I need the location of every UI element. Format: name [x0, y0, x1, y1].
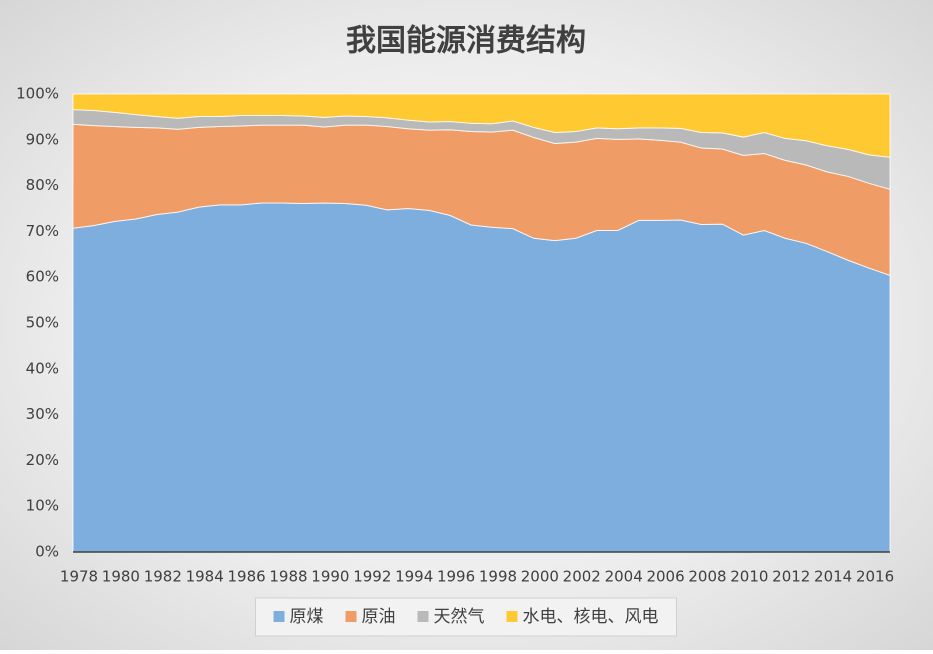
y-tick-label: 60%	[26, 268, 59, 286]
x-tick-label: 2012	[772, 568, 810, 586]
y-tick-label: 10%	[26, 497, 59, 515]
x-tick-label: 1984	[186, 568, 224, 586]
area	[72, 202, 891, 553]
chart-title: 我国能源消费结构	[346, 24, 586, 59]
y-tick-label: 70%	[26, 222, 59, 240]
x-tick-label: 2016	[856, 568, 894, 586]
legend-swatch	[417, 611, 429, 622]
y-tick-label: 0%	[35, 543, 59, 561]
y-tick-label: 50%	[26, 314, 59, 332]
x-tick-label: 2004	[605, 568, 643, 586]
x-tick-label: 2008	[688, 568, 726, 586]
x-tick-label: 1980	[102, 568, 140, 586]
y-tick-label: 90%	[26, 130, 59, 148]
area	[72, 93, 891, 158]
x-tick-label: 1998	[479, 568, 517, 586]
y-tick-label: 80%	[26, 176, 59, 194]
legend-label: 天然气	[434, 607, 485, 627]
legend: 原煤 原油 天然气 水电、核电、风电	[255, 597, 677, 637]
x-tick-label: 2014	[814, 568, 852, 586]
legend-swatch	[506, 611, 518, 622]
x-tick-label: 2010	[730, 568, 768, 586]
x-tick-label: 1994	[395, 568, 433, 586]
legend-label: 原煤	[290, 607, 324, 627]
x-tick-label: 1978	[60, 568, 98, 586]
x-tick-label: 1988	[269, 568, 307, 586]
legend-swatch	[273, 611, 285, 622]
x-tick-label: 2002	[563, 568, 601, 586]
x-tick-label: 1982	[144, 568, 182, 586]
legend-box	[255, 597, 677, 637]
x-tick-label: 1990	[311, 568, 349, 586]
x-tick-label: 2000	[521, 568, 559, 586]
x-tick-label: 2006	[646, 568, 684, 586]
legend-label: 原油	[362, 607, 396, 627]
y-tick-label: 30%	[26, 405, 59, 423]
y-tick-label: 100%	[16, 85, 59, 103]
x-tick-label: 1992	[353, 568, 391, 586]
y-tick-label: 20%	[26, 451, 59, 469]
y-tick-label: 40%	[26, 359, 59, 377]
legend-swatch	[345, 611, 357, 622]
x-tick-label: 1986	[227, 568, 265, 586]
legend-label: 水电、核电、风电	[523, 607, 659, 627]
x-tick-label: 1996	[437, 568, 475, 586]
